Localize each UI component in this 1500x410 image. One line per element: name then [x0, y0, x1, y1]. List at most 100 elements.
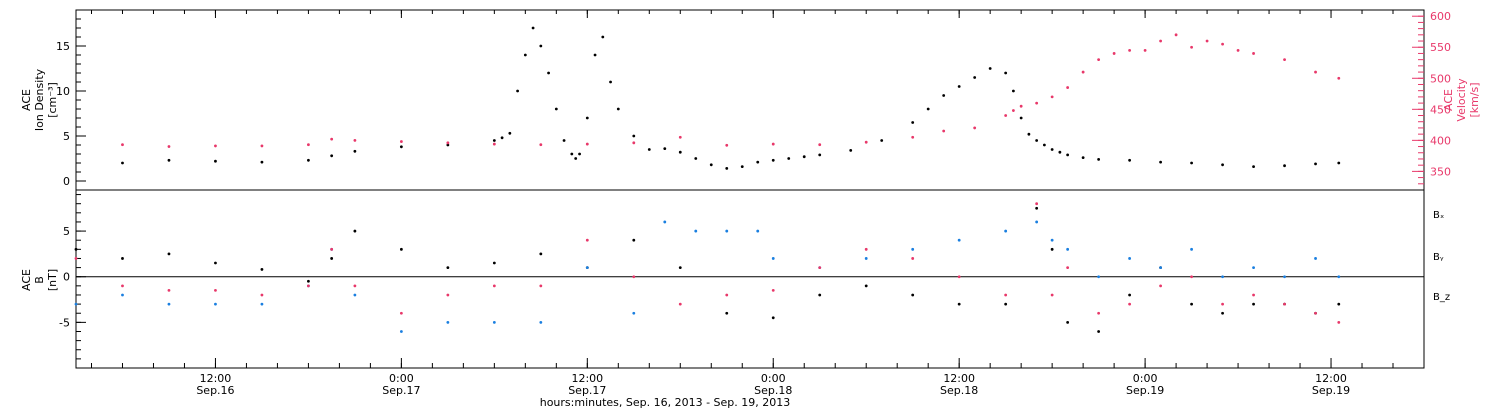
top-series-1-point: [167, 145, 171, 148]
top-series-0-point: [771, 158, 775, 162]
x-tick-time: 12:00: [571, 372, 603, 385]
top-series-0-point: [616, 107, 620, 111]
top-series-0-point: [609, 80, 612, 84]
bottom-series-0-point: [1337, 302, 1341, 306]
top-series-0-point: [601, 35, 605, 39]
top-series-0-point: [508, 131, 512, 135]
bottom-series-1-point: [1190, 247, 1193, 251]
top-series-1-point: [1112, 52, 1116, 55]
bottom-series-2-point: [1221, 302, 1224, 306]
bottom-series-0-point: [399, 247, 403, 251]
top-series-1-point: [942, 129, 946, 133]
top-series-1-point: [1035, 101, 1039, 105]
bottom-series-0-point: [353, 229, 357, 233]
bottom-legend: Bₓ Bᵧ B_z: [1433, 210, 1450, 303]
top-series-1-point: [1159, 39, 1162, 43]
bottom-series-2-point: [957, 275, 961, 279]
top-series-0-point: [1221, 163, 1224, 167]
top-series-1-point: [1205, 39, 1209, 43]
x-tick-date: Sep.18: [940, 384, 978, 397]
top-series-1-point: [260, 144, 264, 148]
top-series-0-point: [818, 153, 822, 157]
top-series-0-point: [1252, 165, 1255, 169]
x-tick-time: 12:00: [200, 372, 232, 385]
top-series-0-point: [446, 143, 450, 147]
bottom-series-2-point: [399, 311, 403, 315]
top-series-1-point: [214, 144, 217, 148]
top-series-1-point: [1097, 58, 1101, 62]
top-series-0-point: [1097, 158, 1101, 161]
top-series-1-point: [1236, 48, 1240, 52]
bottom-series-1-point: [1035, 220, 1039, 224]
top-left-label-line2: Ion Density: [33, 68, 46, 131]
bottom-series-1-point: [353, 293, 357, 297]
bottom-series-0-point: [330, 257, 334, 260]
bottom-series-1-point: [1221, 275, 1224, 279]
top-panel-frame: [75, 9, 1425, 191]
top-series-1-point: [1221, 42, 1224, 46]
top-series-1-point: [678, 135, 682, 139]
top-series-0-point: [740, 165, 744, 169]
top-series-0-point: [849, 149, 853, 152]
bottom-series-0-point: [1221, 311, 1224, 315]
top-series-0-point: [632, 134, 636, 138]
top-right-tick-label: 500: [1430, 72, 1451, 85]
bottom-series-1-point: [492, 320, 496, 324]
legend-entry: Bᵧ: [1433, 252, 1444, 263]
bottom-series-0-point: [214, 261, 217, 265]
bottom-series-2-point: [74, 257, 78, 260]
top-series-0-point: [307, 158, 310, 162]
top-right-tick-label: 600: [1430, 10, 1451, 23]
top-right-tick-label: 350: [1430, 165, 1451, 178]
top-series-0-point: [957, 85, 961, 88]
top-series-0-point: [1128, 158, 1132, 162]
bottom-series-2-point: [725, 293, 729, 297]
top-series-0-point: [1019, 116, 1023, 120]
top-series-0-point: [570, 152, 574, 156]
top-series-1-point: [1337, 76, 1341, 80]
bottom-left-label-line1: ACE: [20, 269, 33, 291]
bottom-series-2-point: [1066, 266, 1070, 269]
bottom-series-0-point: [1035, 206, 1039, 210]
top-left-tick-label: 0: [63, 175, 70, 188]
bottom-series-2-point: [1190, 275, 1193, 279]
top-series-0-point: [547, 71, 550, 75]
top-series-0-point: [942, 94, 946, 97]
top-series-1-point: [1081, 70, 1085, 74]
top-right-tick-label: 450: [1430, 103, 1451, 116]
bottom-series-2-point: [678, 302, 682, 306]
top-right-ticks: 350 400 450 500 550 600: [1412, 10, 1451, 185]
bottom-series-1-point: [725, 229, 729, 233]
top-series-0-point: [1058, 150, 1062, 154]
top-left-label-line3: [cm⁻³]: [46, 82, 59, 118]
top-series-0-point: [1159, 160, 1162, 164]
bottom-series-0-point: [539, 252, 543, 256]
x-tick-date: Sep.19: [1126, 384, 1164, 397]
top-series-1-point: [632, 141, 636, 145]
top-series-1-point: [864, 140, 868, 144]
bottom-series-0-point: [1252, 302, 1255, 306]
bottom-series-1-point: [1066, 247, 1070, 251]
top-series-1-point: [1252, 52, 1255, 55]
top-series-0-point: [330, 154, 334, 158]
bottom-series-1-point: [121, 293, 124, 297]
x-tick-time: 0:00: [389, 372, 414, 385]
bottom-series-2-point: [771, 289, 775, 292]
top-series-1-point: [399, 140, 403, 143]
top-series-1-point: [1190, 45, 1193, 49]
top-series-1-point: [1012, 109, 1015, 112]
top-series-1-point: [492, 142, 496, 146]
top-series-0-point: [988, 67, 992, 70]
top-series-0-point: [399, 145, 403, 149]
bottom-series-1-point: [446, 320, 450, 324]
top-series-0-point: [121, 161, 124, 165]
top-series-0-point: [492, 139, 496, 142]
bottom-series-1-point: [260, 302, 264, 306]
x-tick-date: Sep.17: [568, 384, 606, 397]
x-tick-time: 0:00: [1133, 372, 1158, 385]
bottom-series-1-point: [957, 238, 961, 242]
bottom-series-0-point: [121, 257, 124, 260]
top-series-0-point: [523, 53, 527, 57]
top-series: [121, 26, 1341, 170]
